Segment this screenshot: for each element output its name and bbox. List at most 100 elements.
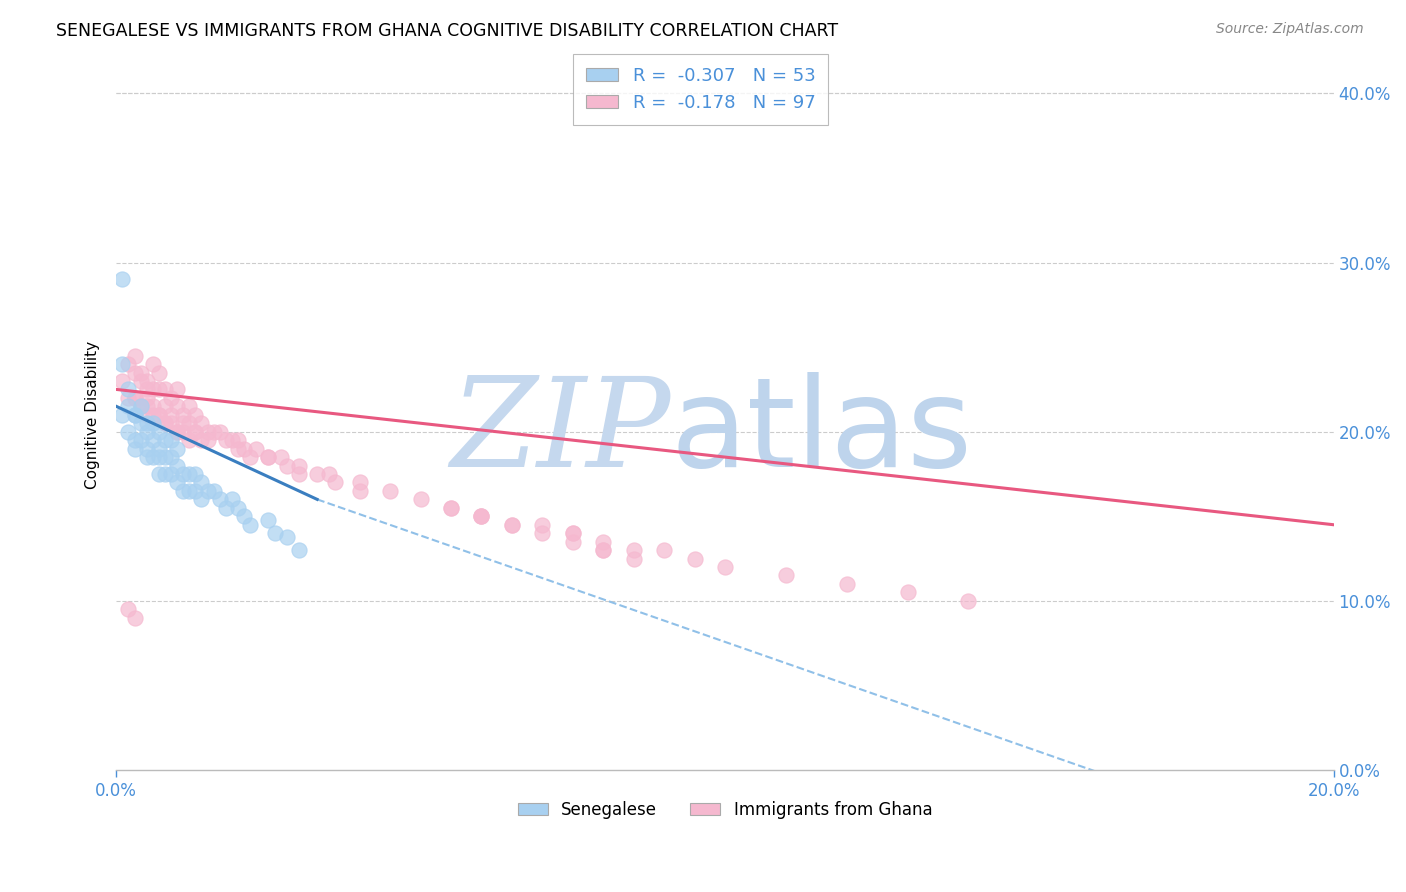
Point	[470, 509, 492, 524]
Point	[775, 568, 797, 582]
Point	[226, 433, 249, 447]
Point	[142, 417, 165, 431]
Point	[440, 500, 463, 515]
Point	[239, 517, 262, 532]
Point	[148, 383, 170, 397]
Point	[233, 509, 256, 524]
Point	[153, 417, 176, 431]
Y-axis label: Cognitive Disability: Cognitive Disability	[86, 341, 100, 489]
Point	[592, 534, 614, 549]
Point	[160, 450, 183, 464]
Point	[325, 475, 347, 490]
Point	[148, 408, 170, 422]
Point	[349, 475, 371, 490]
Point	[233, 442, 256, 456]
Point	[592, 543, 614, 558]
Point	[257, 450, 280, 464]
Point	[531, 517, 554, 532]
Point	[166, 400, 188, 414]
Point	[148, 425, 170, 439]
Point	[215, 500, 238, 515]
Point	[148, 408, 170, 422]
Point	[153, 433, 176, 447]
Point	[288, 467, 311, 481]
Point	[380, 483, 402, 498]
Point	[714, 560, 737, 574]
Point	[117, 357, 139, 371]
Point	[683, 551, 706, 566]
Point	[501, 517, 523, 532]
Point	[142, 357, 165, 371]
Point	[124, 442, 146, 456]
Point	[129, 366, 152, 380]
Text: ZIP: ZIP	[450, 372, 671, 493]
Point	[957, 594, 980, 608]
Point	[184, 483, 207, 498]
Point	[409, 492, 432, 507]
Point	[117, 602, 139, 616]
Text: Source: ZipAtlas.com: Source: ZipAtlas.com	[1216, 22, 1364, 37]
Point	[160, 417, 183, 431]
Point	[135, 374, 157, 388]
Point	[349, 483, 371, 498]
Point	[124, 611, 146, 625]
Point	[288, 458, 311, 473]
Point	[172, 408, 194, 422]
Point	[124, 408, 146, 422]
Point	[623, 551, 645, 566]
Point	[592, 543, 614, 558]
Point	[202, 425, 225, 439]
Point	[179, 467, 201, 481]
Point	[111, 374, 134, 388]
Point	[197, 425, 219, 439]
Point	[153, 450, 176, 464]
Legend: Senegalese, Immigrants from Ghana: Senegalese, Immigrants from Ghana	[510, 794, 939, 826]
Point	[172, 425, 194, 439]
Point	[531, 526, 554, 541]
Point	[652, 543, 675, 558]
Point	[135, 408, 157, 422]
Point	[135, 383, 157, 397]
Point	[184, 467, 207, 481]
Point	[129, 433, 152, 447]
Point	[172, 483, 194, 498]
Point	[179, 417, 201, 431]
Point	[117, 425, 139, 439]
Point	[142, 400, 165, 414]
Point	[166, 475, 188, 490]
Point	[215, 433, 238, 447]
Point	[129, 374, 152, 388]
Point	[129, 417, 152, 431]
Point	[172, 417, 194, 431]
Text: atlas: atlas	[671, 372, 973, 493]
Point	[257, 450, 280, 464]
Point	[111, 408, 134, 422]
Point	[129, 400, 152, 414]
Point	[135, 417, 157, 431]
Point	[197, 433, 219, 447]
Point	[124, 433, 146, 447]
Point	[896, 585, 918, 599]
Point	[190, 475, 212, 490]
Point	[124, 391, 146, 405]
Point	[623, 543, 645, 558]
Point	[166, 425, 188, 439]
Point	[561, 534, 583, 549]
Point	[270, 450, 292, 464]
Point	[184, 425, 207, 439]
Point	[257, 513, 280, 527]
Point	[135, 400, 157, 414]
Point	[135, 425, 157, 439]
Point	[276, 458, 298, 473]
Point	[179, 400, 201, 414]
Point	[276, 530, 298, 544]
Point	[318, 467, 340, 481]
Point	[561, 526, 583, 541]
Point	[124, 408, 146, 422]
Point	[197, 483, 219, 498]
Point	[153, 400, 176, 414]
Point	[153, 417, 176, 431]
Point	[160, 408, 183, 422]
Point	[501, 517, 523, 532]
Point	[111, 357, 134, 371]
